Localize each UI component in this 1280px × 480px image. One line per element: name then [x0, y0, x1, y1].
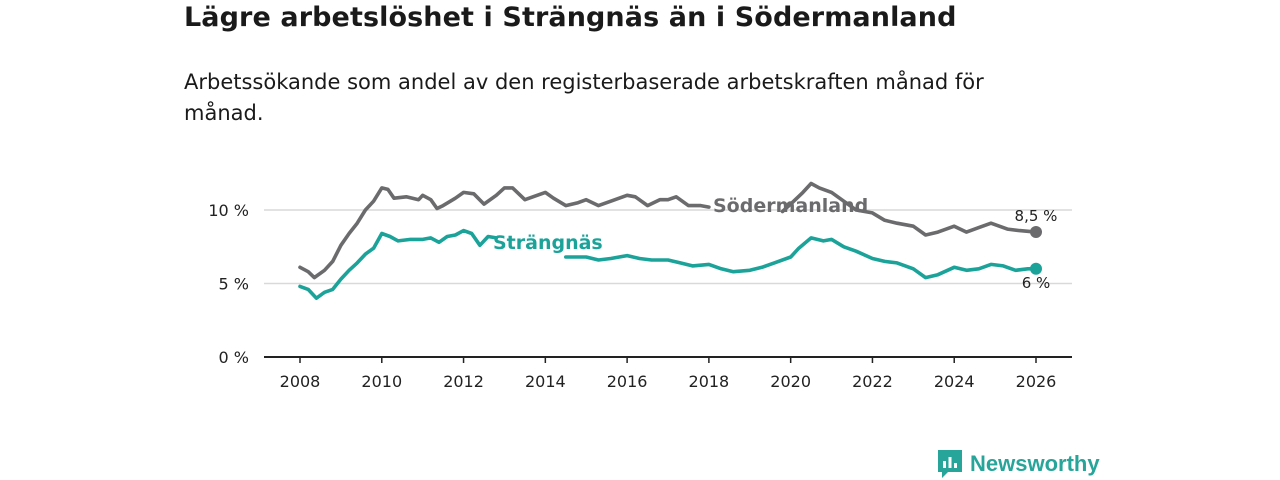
series-label-1: Strängnäs [493, 232, 603, 254]
chart-title: Lägre arbetslöshet i Strängnäs än i Söde… [184, 2, 957, 33]
series-endpoint-1 [1030, 262, 1042, 275]
x-tick-label: 2018 [689, 372, 730, 391]
y-tick-label: 10 % [208, 201, 249, 220]
x-tick-label: 2008 [280, 372, 321, 391]
x-tick-label: 2012 [443, 372, 484, 391]
x-tick-label: 2016 [607, 372, 648, 391]
series-line-1 [298, 228, 499, 300]
y-tick-label: 0 % [219, 348, 249, 367]
series-line-0 [298, 186, 711, 280]
axes: 0 % 5 % 10 % 2008 2010 2012 2014 2016 2018 2020 20… [208, 201, 1072, 391]
brand-logo: Newsworthy [936, 448, 1100, 480]
x-tick-label: 2026 [1016, 372, 1057, 391]
series-end-label-0: 8,5 % [1015, 207, 1058, 225]
labels: Södermanland 8,5 % Strängnäs 6 % [493, 195, 1057, 292]
x-tick-label: 2024 [934, 372, 975, 391]
y-tick-label: 5 % [219, 275, 249, 294]
series-line-1 [564, 236, 1038, 280]
series-end-label-1: 6 % [1022, 274, 1051, 292]
series-line-0 [780, 181, 1038, 237]
newsworthy-logo-icon [938, 450, 962, 478]
x-tick-label: 2022 [852, 372, 893, 391]
x-tick-label: 2020 [770, 372, 811, 391]
brand-name: Newsworthy [970, 451, 1100, 476]
chart-subtitle: Arbetssökande som andel av den registerb… [184, 70, 984, 125]
grid-lines [264, 209, 1072, 285]
series-endpoint-0 [1030, 226, 1042, 239]
series-label-0: Södermanland [713, 195, 868, 217]
x-tick-label: 2010 [361, 372, 402, 391]
series-lines [298, 181, 1042, 300]
x-tick-label: 2014 [525, 372, 566, 391]
